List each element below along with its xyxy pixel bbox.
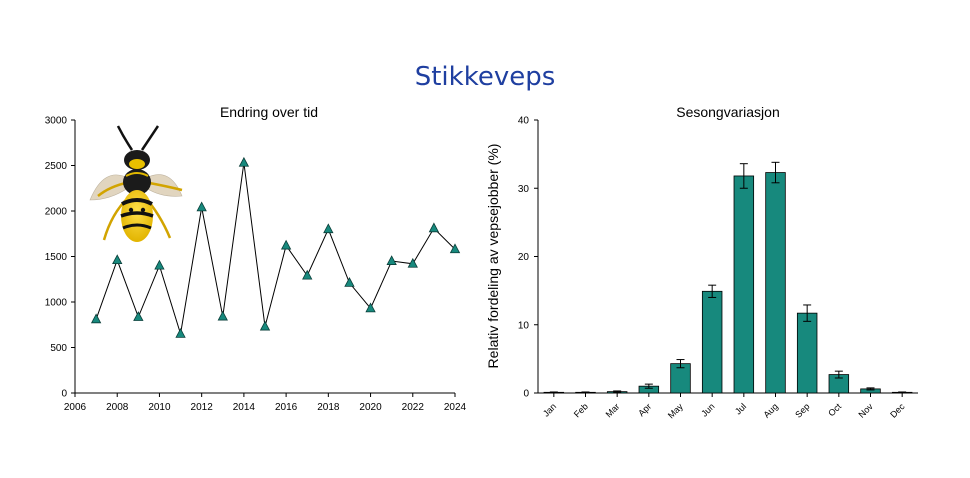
series-line xyxy=(95,162,456,334)
x-tick-label: May xyxy=(666,401,685,420)
page-title: Stikkeveps xyxy=(414,62,556,92)
data-point xyxy=(365,302,376,313)
data-point xyxy=(407,257,418,268)
data-point xyxy=(428,222,440,233)
data-point xyxy=(196,201,207,212)
x-tick-label: 2010 xyxy=(148,402,171,413)
y-tick-label: 20 xyxy=(518,252,530,263)
x-tick-label: 2018 xyxy=(317,402,340,413)
x-tick-label: Nov xyxy=(857,401,876,420)
x-tick-label: Dec xyxy=(888,401,907,420)
bar xyxy=(765,172,786,394)
data-point xyxy=(217,310,228,321)
x-tick-label: 2016 xyxy=(275,402,298,413)
data-point xyxy=(154,259,165,270)
y-tick-label: 30 xyxy=(518,184,530,195)
x-tick-label: Jul xyxy=(733,401,748,416)
wasp-photo xyxy=(89,125,183,242)
x-tick-label: Jun xyxy=(699,401,716,418)
x-tick-label: 2006 xyxy=(64,402,87,413)
y-tick-label: 10 xyxy=(518,320,530,331)
data-point xyxy=(90,313,102,324)
data-point xyxy=(238,156,250,167)
bar-chart: Sesongvariasjon Relativ fordeling av vep… xyxy=(485,104,918,420)
line-chart-axes: 0 500 1000 1500 2000 2500 3000 2006 2008 2010 2012… xyxy=(45,116,467,414)
x-tick-label: Aug xyxy=(762,401,780,419)
data-point xyxy=(344,277,355,287)
x-tick-label: 2024 xyxy=(444,402,467,413)
y-tick-label: 0 xyxy=(523,389,529,400)
y-tick-label: 1000 xyxy=(45,298,68,309)
data-point xyxy=(449,243,461,254)
x-tick-label: 2014 xyxy=(233,402,256,413)
bar-chart-title: Sesongvariasjon xyxy=(676,104,780,120)
x-tick-label: Sep xyxy=(793,401,811,419)
data-point xyxy=(175,327,186,338)
y-tick-label: 500 xyxy=(50,343,67,354)
data-point xyxy=(133,311,144,321)
bar xyxy=(701,290,723,394)
y-tick-label: 2000 xyxy=(45,207,68,218)
y-tick-label: 2500 xyxy=(45,161,68,172)
line-chart-series xyxy=(90,156,461,338)
x-tick-label: 2012 xyxy=(191,402,214,413)
x-tick-label: Apr xyxy=(636,401,653,418)
bar xyxy=(796,312,818,394)
bar xyxy=(733,175,755,394)
x-tick-label: 2008 xyxy=(106,402,129,413)
x-tick-label: 2022 xyxy=(402,402,425,413)
data-point xyxy=(302,269,313,280)
y-tick-label: 40 xyxy=(518,116,530,127)
data-point xyxy=(112,254,123,265)
bar-chart-bars xyxy=(543,161,913,394)
data-point xyxy=(323,223,334,234)
y-tick-label: 3000 xyxy=(45,116,68,127)
y-tick-label: 0 xyxy=(61,389,67,400)
bar-chart-ylabel: Relativ fordeling av vepsejobber (%) xyxy=(485,144,501,369)
data-point xyxy=(386,255,397,265)
x-tick-label: 2020 xyxy=(359,402,382,413)
x-tick-label: Mar xyxy=(604,401,622,419)
y-tick-label: 1500 xyxy=(45,252,68,263)
data-point xyxy=(280,239,292,250)
data-point xyxy=(259,320,271,331)
line-chart: Endring over tid 0 500 1000 1500 2000 2500 300… xyxy=(45,104,467,413)
x-tick-label: Feb xyxy=(572,401,590,419)
line-chart-title: Endring over tid xyxy=(220,104,318,120)
x-tick-label: Jan xyxy=(541,401,558,418)
x-tick-label: Oct xyxy=(826,401,843,418)
